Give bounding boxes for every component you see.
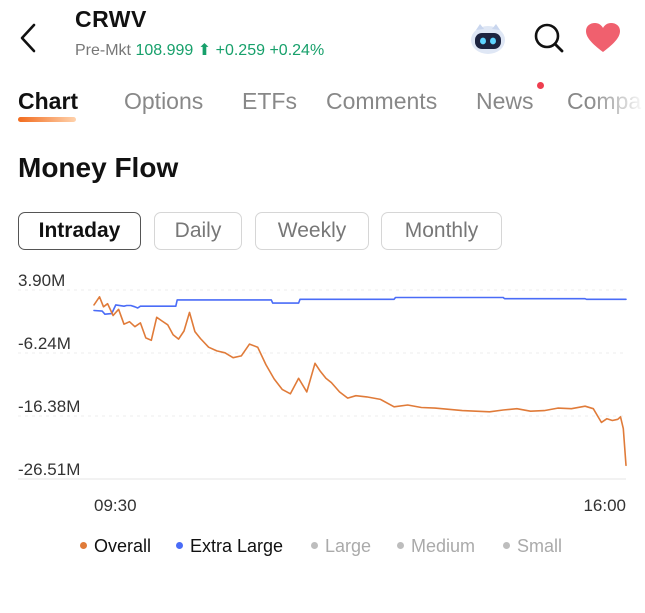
y-tick-label: -16.38M	[18, 397, 80, 416]
x-tick-label: 16:00	[583, 496, 626, 515]
tab-options[interactable]: Options	[124, 88, 204, 114]
legend-dot-overall	[80, 541, 87, 549]
period-selector: Intraday Daily Weekly Monthly	[0, 212, 645, 256]
legend-dot-extra-large	[176, 541, 183, 549]
legend-dot-medium	[397, 541, 404, 549]
x-tick-label: 09:30	[94, 496, 137, 515]
assistant-robot-icon[interactable]	[468, 20, 508, 56]
y-tick-label: 3.90M	[18, 271, 65, 290]
legend-item-extra-large[interactable]: Extra Large	[176, 536, 283, 557]
tab-bar: Chart Options ETFs Comments News Compa	[0, 84, 645, 124]
search-icon[interactable]	[531, 20, 567, 56]
period-intraday-button[interactable]: Intraday	[18, 212, 141, 250]
tab-news[interactable]: News	[476, 88, 534, 114]
quote-label: Pre-Mkt	[75, 42, 131, 59]
legend-item-small[interactable]: Small	[503, 536, 562, 557]
tab-comments[interactable]: Comments	[326, 88, 438, 114]
legend-dot-small	[503, 541, 510, 549]
money-flow-chart-svg: 3.90M -6.24M -16.38M -26.51M 09:30 16:00	[18, 271, 627, 515]
period-daily-button[interactable]: Daily	[154, 212, 242, 250]
quote-change: +0.259	[215, 42, 265, 59]
legend-item-overall[interactable]: Overall	[80, 536, 151, 557]
y-tick-label: -6.24M	[18, 334, 71, 353]
period-monthly-button[interactable]: Monthly	[381, 212, 502, 250]
legend-label-extra-large: Extra Large	[190, 536, 284, 556]
chart-legend: Overall Extra Large Large Medium Small	[0, 532, 645, 562]
quote-change-pct: +0.24%	[269, 42, 325, 59]
tab-etfs[interactable]: ETFs	[242, 88, 297, 114]
series-line-extra-large	[93, 296, 627, 316]
tab-chart[interactable]: Chart	[18, 88, 79, 114]
series-line-overall	[93, 295, 627, 467]
legend-label-small: Small	[517, 536, 563, 556]
period-weekly-button[interactable]: Weekly	[255, 212, 369, 250]
legend-label-medium: Medium	[411, 536, 476, 556]
y-tick-label: -26.51M	[18, 460, 80, 479]
premarket-quote: Pre-Mkt 108.999 ⬆ +0.259 +0.24%	[75, 40, 324, 60]
stock-header: CRWV Pre-Mkt 108.999 ⬆ +0.259 +0.24%	[0, 0, 645, 78]
money-flow-chart: 3.90M -6.24M -16.38M -26.51M 09:30 16:00	[0, 270, 645, 520]
ticker-symbol: CRWV	[75, 6, 147, 32]
legend-label-overall: Overall	[94, 536, 152, 556]
quote-price: 108.999	[135, 42, 194, 59]
up-arrow-icon: ⬆	[197, 42, 212, 59]
legend-item-large[interactable]: Large	[311, 536, 371, 557]
section-title: Money Flow	[18, 152, 179, 183]
legend-label-large: Large	[325, 536, 372, 556]
back-arrow-icon[interactable]	[14, 20, 44, 56]
legend-item-medium[interactable]: Medium	[397, 536, 475, 557]
heart-icon[interactable]	[583, 20, 623, 56]
tab-overflow-fade	[590, 84, 645, 124]
active-tab-underline	[18, 117, 76, 122]
legend-dot-large	[311, 541, 318, 549]
news-badge-dot	[537, 82, 544, 89]
